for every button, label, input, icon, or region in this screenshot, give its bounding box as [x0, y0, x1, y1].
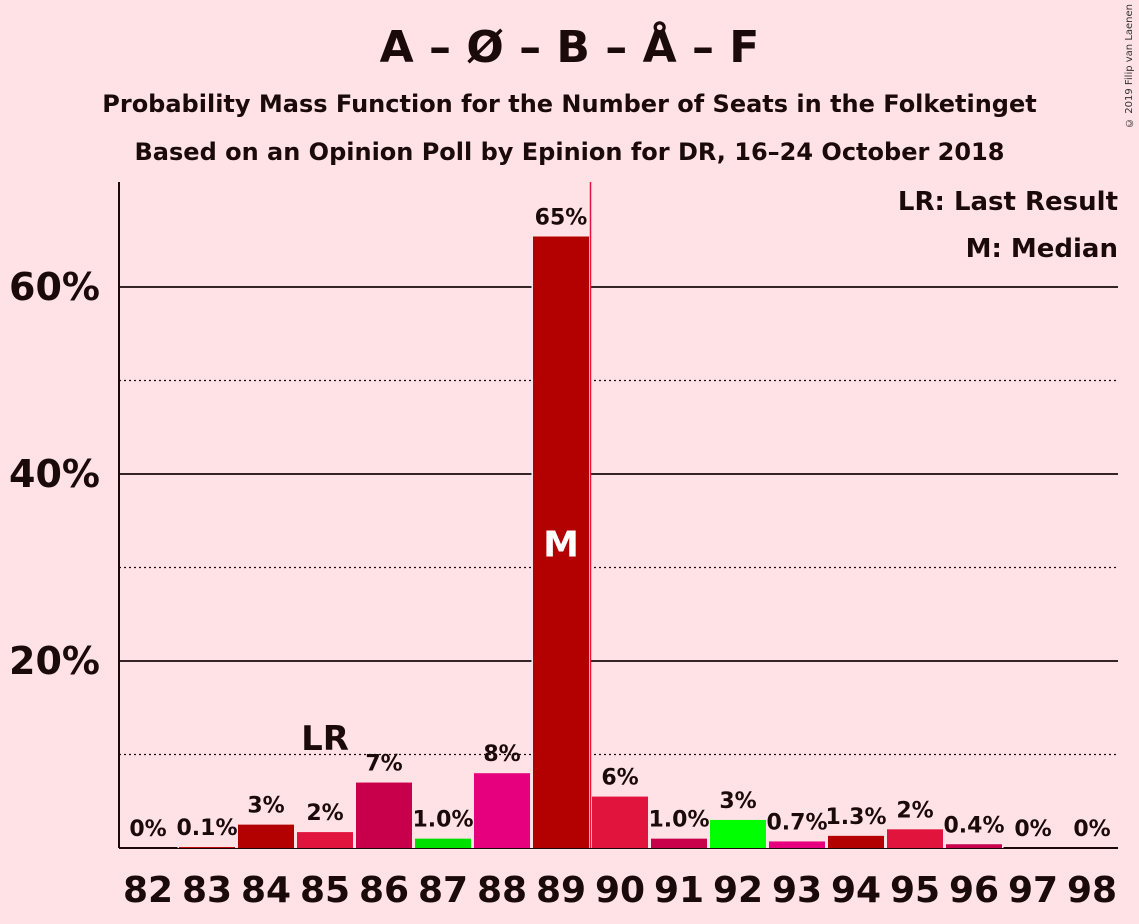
x-tick-label-85: 85 — [300, 870, 350, 911]
bar-95 — [887, 829, 943, 848]
value-label-90: 6% — [601, 766, 638, 791]
x-tick-label-92: 92 — [713, 870, 763, 911]
bar-87 — [415, 838, 471, 848]
value-label-85: 2% — [306, 801, 343, 826]
value-label-86: 7% — [365, 752, 402, 777]
value-label-96: 0.4% — [943, 813, 1004, 838]
x-tick-label-98: 98 — [1067, 870, 1117, 911]
x-tick-label-89: 89 — [536, 870, 586, 911]
bar-93 — [769, 841, 825, 848]
value-label-82: 0% — [129, 817, 166, 842]
bar-91 — [651, 838, 707, 848]
value-label-89: 65% — [535, 206, 588, 231]
x-tick-label-84: 84 — [241, 870, 291, 911]
x-tick-label-95: 95 — [890, 870, 940, 911]
x-tick-label-86: 86 — [359, 870, 409, 911]
x-tick-label-91: 91 — [654, 870, 704, 911]
bar-86 — [356, 782, 412, 848]
y-tick-label: 40% — [9, 452, 100, 496]
value-label-83: 0.1% — [176, 816, 237, 841]
value-label-94: 1.3% — [825, 805, 886, 830]
value-label-95: 2% — [896, 798, 933, 823]
value-label-91: 1.0% — [648, 808, 709, 833]
value-label-93: 0.7% — [766, 810, 827, 835]
bar-92 — [710, 819, 766, 848]
x-tick-label-82: 82 — [123, 870, 173, 911]
x-tick-label-88: 88 — [477, 870, 527, 911]
bar-88 — [474, 773, 530, 848]
bar-89 — [533, 236, 589, 848]
x-tick-label-83: 83 — [182, 870, 232, 911]
x-tick-label-97: 97 — [1008, 870, 1058, 911]
x-tick-label-90: 90 — [595, 870, 645, 911]
value-label-97: 0% — [1014, 817, 1051, 842]
bar-96 — [946, 844, 1002, 848]
bar-90 — [592, 796, 648, 848]
legend-last-result: LR: Last Result — [898, 187, 1118, 217]
y-tick-label: 20% — [9, 639, 100, 683]
legend-median: M: Median — [966, 234, 1118, 264]
value-label-98: 0% — [1073, 817, 1110, 842]
bar-94 — [828, 835, 884, 848]
bar-84 — [238, 824, 294, 848]
x-tick-label-94: 94 — [831, 870, 881, 911]
value-label-92: 3% — [719, 789, 756, 814]
value-label-88: 8% — [483, 742, 520, 767]
chart-subtitle-2: Based on an Opinion Poll by Epinion for … — [134, 138, 1005, 166]
chart-title: A – Ø – B – Å – F — [379, 22, 760, 73]
last-result-marker: LR — [301, 719, 349, 759]
median-marker: M — [543, 524, 579, 565]
x-tick-label-93: 93 — [772, 870, 822, 911]
value-label-84: 3% — [247, 794, 284, 819]
chart-subtitle-1: Probability Mass Function for the Number… — [102, 90, 1037, 118]
bar-backdrop — [177, 845, 237, 848]
bar-85 — [297, 832, 353, 848]
y-tick-label: 60% — [9, 265, 100, 309]
x-tick-label-96: 96 — [949, 870, 999, 911]
x-tick-label-87: 87 — [418, 870, 468, 911]
value-label-87: 1.0% — [412, 808, 473, 833]
bar-83 — [179, 847, 235, 848]
